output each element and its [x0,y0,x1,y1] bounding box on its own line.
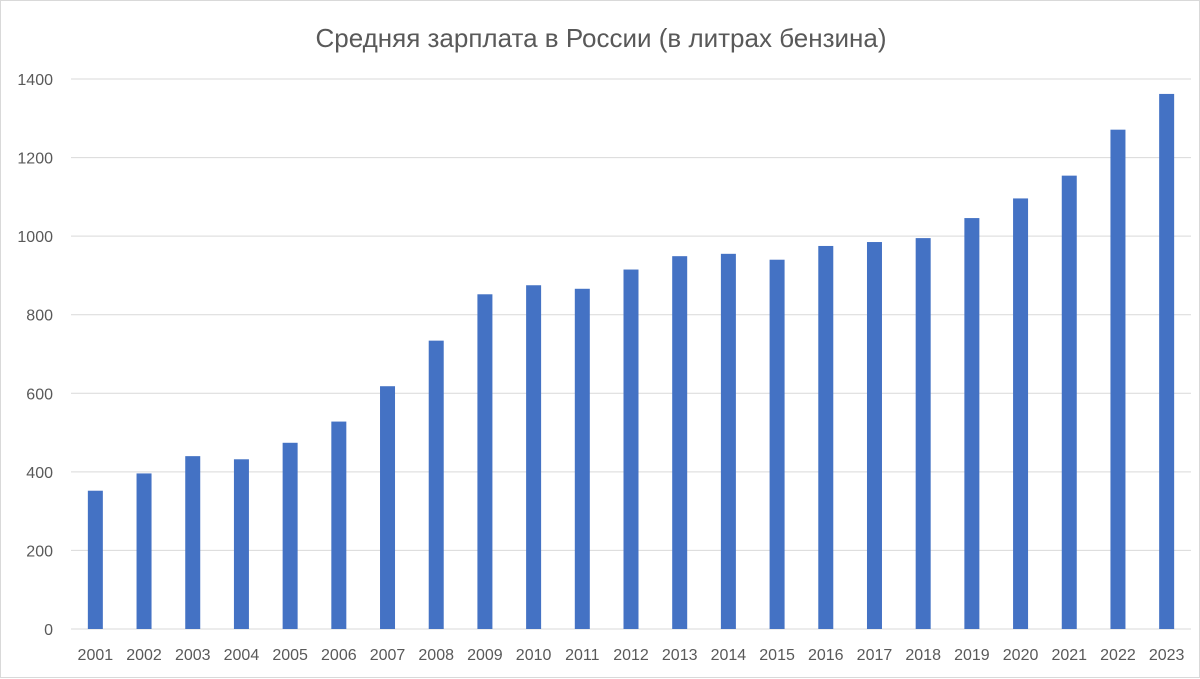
x-tick-label: 2022 [1100,647,1136,664]
x-tick-label: 2023 [1149,647,1185,664]
x-tick-label: 2015 [759,647,795,664]
y-tick-label: 0 [44,622,53,639]
x-tick-label: 2009 [467,647,503,664]
bar [185,456,201,629]
bar [428,340,444,629]
bar [915,238,931,629]
y-axis-tick-labels: 0 200 400 600 800 1000 1200 1400 [17,72,53,639]
x-tick-label: 2017 [857,647,893,664]
y-tick-label: 1400 [17,72,53,89]
bar [866,242,882,630]
bar [818,245,834,629]
x-tick-label: 2011 [565,647,600,664]
bar [1159,93,1175,629]
bars [87,93,1175,630]
bar [282,442,298,629]
x-tick-label: 2016 [808,647,844,664]
x-tick-label: 2007 [370,647,406,664]
x-tick-label: 2020 [1003,647,1039,664]
bar [136,473,152,629]
bar [331,421,347,629]
x-tick-label: 2001 [78,647,114,664]
bar [380,386,396,629]
x-tick-label: 2014 [711,647,747,664]
x-tick-label: 2019 [954,647,990,664]
bar [1013,198,1029,629]
bar [87,490,103,629]
bar [1061,175,1077,629]
bar [233,459,249,629]
y-tick-label: 800 [26,308,53,325]
y-tick-label: 1200 [17,151,53,168]
y-tick-label: 600 [26,386,53,403]
x-tick-label: 2010 [516,647,552,664]
bar [1110,129,1126,629]
x-axis-tick-labels: 2001 2002 2003 2004 2005 2006 2007 2008 2009 2010… [78,647,1185,664]
x-tick-label: 2005 [272,647,308,664]
x-tick-label: 2002 [126,647,162,664]
bar [964,218,980,630]
bar [769,259,785,629]
y-tick-label: 200 [26,543,53,560]
x-tick-label: 2018 [905,647,941,664]
y-tick-label: 400 [26,465,53,482]
x-tick-label: 2006 [321,647,357,664]
bar [574,288,590,629]
x-tick-label: 2008 [418,647,454,664]
chart-title: Средняя зарплата в России (в литрах бенз… [315,23,886,53]
x-tick-label: 2003 [175,647,211,664]
y-tick-label: 1000 [17,229,53,246]
x-tick-label: 2012 [613,647,649,664]
bar [526,285,542,629]
bar [623,269,639,629]
bar [672,256,688,629]
bar [720,253,736,630]
x-tick-label: 2021 [1051,647,1087,664]
bar [477,294,493,629]
x-tick-label: 2013 [662,647,698,664]
x-tick-label: 2004 [224,647,260,664]
